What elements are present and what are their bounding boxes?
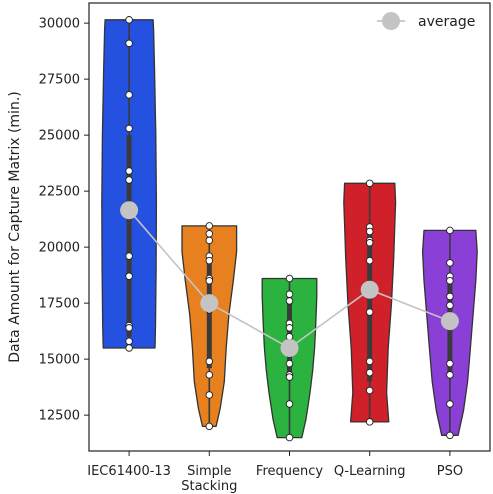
- average-marker: [440, 312, 459, 331]
- data-point: [365, 418, 374, 426]
- data-point: [125, 39, 133, 48]
- violin-group: [343, 179, 397, 426]
- data-point: [205, 277, 214, 285]
- x-tick-label: IEC61400-13: [87, 464, 171, 479]
- average-marker: [280, 338, 299, 357]
- data-point: [125, 124, 133, 133]
- data-point: [125, 176, 133, 184]
- violin-group: [421, 226, 478, 440]
- violin-group: [181, 222, 238, 431]
- data-point: [365, 368, 374, 377]
- x-tick-label: Simple: [187, 464, 231, 479]
- data-point: [446, 359, 454, 368]
- data-point: [365, 308, 374, 316]
- data-point: [205, 229, 214, 238]
- data-point: [446, 400, 454, 408]
- data-point: [446, 292, 454, 301]
- data-point: [125, 344, 133, 352]
- x-tick-label: Frequency: [256, 464, 323, 479]
- data-point: [285, 373, 294, 381]
- data-point: [125, 337, 133, 345]
- y-axis-label: Data Amount for Capture Matrix (min.): [7, 91, 23, 362]
- y-tick-label: 12500: [39, 409, 80, 424]
- data-point: [365, 256, 374, 265]
- y-tick-label: 20000: [39, 241, 80, 256]
- data-point: [285, 433, 294, 442]
- data-point: [125, 16, 133, 24]
- data-point: [446, 431, 454, 440]
- data-point: [205, 357, 214, 366]
- violins-layer: [101, 16, 478, 442]
- data-point: [285, 400, 294, 408]
- y-tick-label: 17500: [39, 297, 80, 312]
- data-point: [205, 391, 214, 399]
- data-point: [205, 371, 214, 379]
- data-point: [285, 324, 294, 332]
- data-point: [125, 91, 133, 99]
- violin-group: [261, 274, 318, 442]
- data-point: [205, 422, 214, 431]
- data-point: [446, 301, 454, 310]
- data-point: [125, 167, 133, 175]
- data-point: [446, 226, 454, 235]
- average-layer: [120, 201, 459, 357]
- data-point: [205, 236, 214, 245]
- x-tick-label: Stacking: [181, 479, 237, 494]
- y-axis: 12500 15000 17500 20000 22500 25000 27500 30000: [39, 17, 89, 424]
- data-point: [205, 222, 214, 230]
- data-point: [365, 227, 374, 236]
- data-point: [205, 256, 214, 265]
- data-point: [285, 297, 294, 305]
- data-point: [365, 179, 374, 188]
- data-point: [285, 359, 294, 368]
- data-point: [125, 272, 133, 281]
- data-point: [125, 252, 133, 260]
- data-point: [285, 274, 294, 283]
- data-point: [365, 386, 374, 395]
- data-point: [446, 259, 454, 267]
- average-marker: [120, 201, 139, 220]
- y-tick-label: 30000: [39, 17, 80, 32]
- data-point: [365, 238, 374, 247]
- legend-marker: [382, 12, 400, 30]
- data-point: [125, 324, 133, 332]
- average-marker: [200, 294, 219, 313]
- x-tick-label: Q-Learning: [334, 464, 406, 479]
- y-tick-label: 22500: [39, 185, 80, 200]
- data-point: [446, 277, 454, 285]
- violin-group: [101, 16, 158, 352]
- x-tick-label: PSO: [437, 464, 463, 479]
- y-tick-label: 27500: [39, 73, 80, 88]
- data-point: [285, 290, 294, 298]
- data-point: [446, 371, 454, 379]
- legend: average: [377, 12, 475, 30]
- y-tick-label: 15000: [39, 353, 80, 368]
- y-tick-label: 25000: [39, 129, 80, 144]
- average-marker: [360, 280, 379, 299]
- legend-label-average: average: [418, 14, 475, 30]
- data-point: [365, 357, 374, 366]
